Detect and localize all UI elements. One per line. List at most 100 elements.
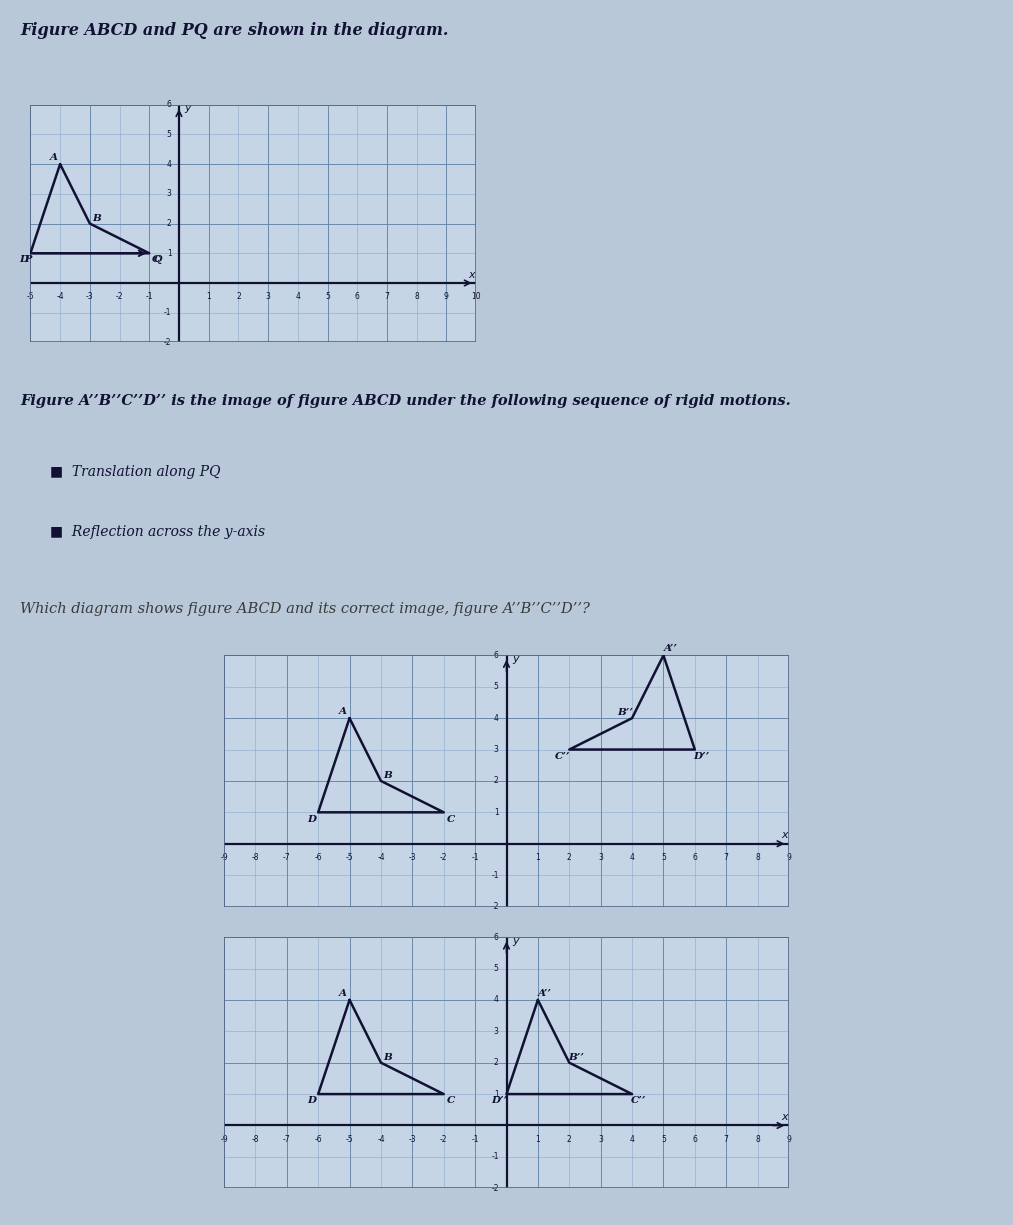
Text: -4: -4 (377, 853, 385, 862)
Text: ■  Reflection across the y‑axis: ■ Reflection across the y‑axis (50, 526, 265, 539)
Text: C’’: C’’ (555, 752, 570, 761)
Text: 9: 9 (786, 1134, 791, 1144)
Text: 4: 4 (493, 996, 498, 1004)
Text: y: y (513, 936, 519, 946)
Text: 9: 9 (444, 292, 449, 301)
Text: -8: -8 (251, 853, 259, 862)
Text: Figure A’’B’’C’’D’’ is the image of figure ABCD under the following sequence of : Figure A’’B’’C’’D’’ is the image of figu… (20, 393, 791, 408)
Text: A: A (51, 153, 58, 162)
Text: 2: 2 (236, 292, 241, 301)
Text: 6: 6 (355, 292, 360, 301)
Text: -5: -5 (26, 292, 34, 301)
Text: 8: 8 (414, 292, 419, 301)
Text: y: y (513, 654, 519, 664)
Text: A’’: A’’ (664, 644, 678, 653)
Text: -8: -8 (251, 1134, 259, 1144)
Text: -6: -6 (314, 853, 322, 862)
Text: -3: -3 (408, 1134, 416, 1144)
Text: 6: 6 (693, 1134, 697, 1144)
Text: D: D (19, 255, 28, 265)
Text: -4: -4 (57, 292, 64, 301)
Text: 3: 3 (599, 853, 603, 862)
Text: 1: 1 (207, 292, 211, 301)
Text: 2: 2 (494, 777, 498, 785)
Text: B: B (384, 771, 392, 780)
Text: D: D (307, 815, 316, 823)
Text: 5: 5 (493, 682, 498, 691)
Text: -1: -1 (491, 1153, 498, 1161)
Text: C: C (152, 255, 160, 265)
Text: Which diagram shows figure ABCD and its correct image, figure A’’B’’C’’D’’?: Which diagram shows figure ABCD and its … (20, 601, 590, 616)
Text: C: C (447, 1096, 455, 1105)
Text: 2: 2 (567, 1134, 571, 1144)
Text: 3: 3 (167, 190, 171, 198)
Text: 8: 8 (756, 853, 760, 862)
Text: 5: 5 (661, 1134, 666, 1144)
Text: 5: 5 (167, 130, 171, 138)
Text: 4: 4 (296, 292, 300, 301)
Text: 6: 6 (493, 650, 498, 660)
Text: 4: 4 (630, 853, 634, 862)
Text: B’’: B’’ (568, 1052, 585, 1062)
Text: D’’: D’’ (694, 752, 710, 761)
Text: Q: Q (154, 255, 162, 263)
Text: x: x (781, 831, 788, 840)
Text: -2: -2 (440, 1134, 448, 1144)
Text: -4: -4 (377, 1134, 385, 1144)
Text: B’’: B’’ (617, 708, 633, 717)
Text: 5: 5 (493, 964, 498, 973)
Text: -2: -2 (164, 338, 171, 347)
Text: -7: -7 (283, 1134, 291, 1144)
Text: 5: 5 (325, 292, 330, 301)
Text: 1: 1 (494, 1089, 498, 1099)
Text: y: y (184, 103, 190, 113)
Text: B: B (92, 213, 100, 223)
Text: 6: 6 (493, 932, 498, 942)
Text: 3: 3 (265, 292, 270, 301)
Text: P: P (24, 255, 31, 263)
Text: -9: -9 (220, 853, 228, 862)
Text: 8: 8 (756, 1134, 760, 1144)
Text: 1: 1 (494, 807, 498, 817)
Text: 7: 7 (385, 292, 389, 301)
Text: ■  Translation along PQ: ■ Translation along PQ (50, 466, 221, 479)
Text: 2: 2 (167, 219, 171, 228)
Text: D’’: D’’ (491, 1096, 508, 1105)
Text: 3: 3 (493, 1027, 498, 1036)
Text: B: B (384, 1052, 392, 1062)
Text: -3: -3 (408, 853, 416, 862)
Text: C’’: C’’ (631, 1096, 646, 1105)
Text: -9: -9 (220, 1134, 228, 1144)
Text: 4: 4 (167, 159, 171, 169)
Text: 6: 6 (693, 853, 697, 862)
Text: -2: -2 (115, 292, 124, 301)
Text: A: A (338, 989, 346, 997)
Text: 2: 2 (567, 853, 571, 862)
Text: -2: -2 (491, 1183, 498, 1193)
Text: Figure ABCD and PQ are shown in the diagram.: Figure ABCD and PQ are shown in the diag… (20, 22, 449, 39)
Text: 4: 4 (493, 714, 498, 723)
Text: A’’: A’’ (538, 989, 552, 997)
Text: -3: -3 (86, 292, 93, 301)
Text: -1: -1 (146, 292, 153, 301)
Text: 7: 7 (724, 1134, 728, 1144)
Text: 6: 6 (167, 100, 171, 109)
Text: -1: -1 (491, 871, 498, 880)
Text: -1: -1 (471, 1134, 479, 1144)
Text: -6: -6 (314, 1134, 322, 1144)
Text: 10: 10 (471, 292, 481, 301)
Text: 5: 5 (661, 853, 666, 862)
Text: A: A (338, 707, 346, 715)
Text: 2: 2 (494, 1058, 498, 1067)
Text: 7: 7 (724, 853, 728, 862)
Text: -2: -2 (440, 853, 448, 862)
Text: -2: -2 (491, 902, 498, 911)
Text: -5: -5 (345, 1134, 354, 1144)
Text: 3: 3 (493, 745, 498, 755)
Text: -5: -5 (345, 853, 354, 862)
Text: D: D (307, 1096, 316, 1105)
Text: -1: -1 (164, 309, 171, 317)
Text: 1: 1 (167, 249, 171, 257)
Text: 1: 1 (536, 853, 540, 862)
Text: x: x (468, 270, 475, 279)
